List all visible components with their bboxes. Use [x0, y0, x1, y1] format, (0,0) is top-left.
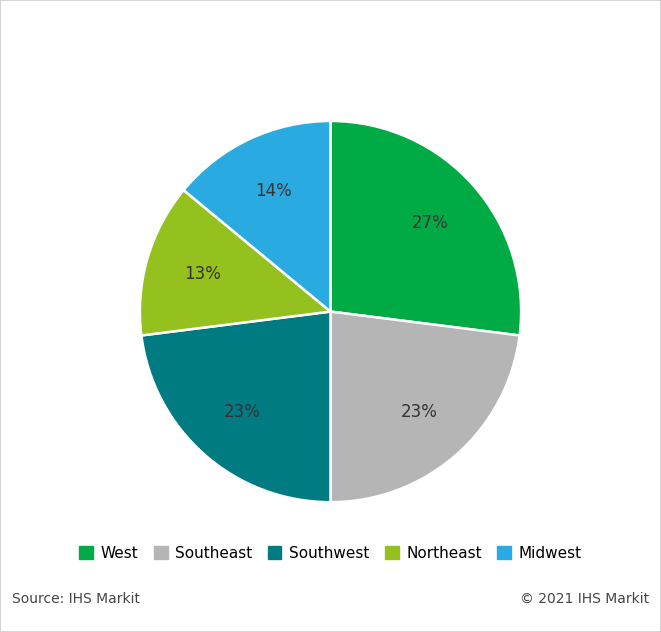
Text: © 2021 IHS Markit: © 2021 IHS Markit	[520, 592, 649, 606]
Wedge shape	[330, 312, 520, 502]
Text: 23%: 23%	[224, 403, 260, 421]
Wedge shape	[330, 121, 521, 336]
Wedge shape	[141, 312, 330, 502]
Text: US PV regional forecast 2021–25: US PV regional forecast 2021–25	[12, 25, 421, 46]
Text: 14%: 14%	[255, 182, 292, 200]
Wedge shape	[184, 121, 330, 312]
Text: 27%: 27%	[412, 214, 449, 233]
Text: 23%: 23%	[401, 403, 437, 421]
Legend: West, Southeast, Southwest, Northeast, Midwest: West, Southeast, Southwest, Northeast, M…	[79, 545, 582, 561]
Text: Source: IHS Markit: Source: IHS Markit	[12, 592, 140, 606]
Wedge shape	[140, 190, 330, 336]
Text: 13%: 13%	[184, 265, 221, 283]
